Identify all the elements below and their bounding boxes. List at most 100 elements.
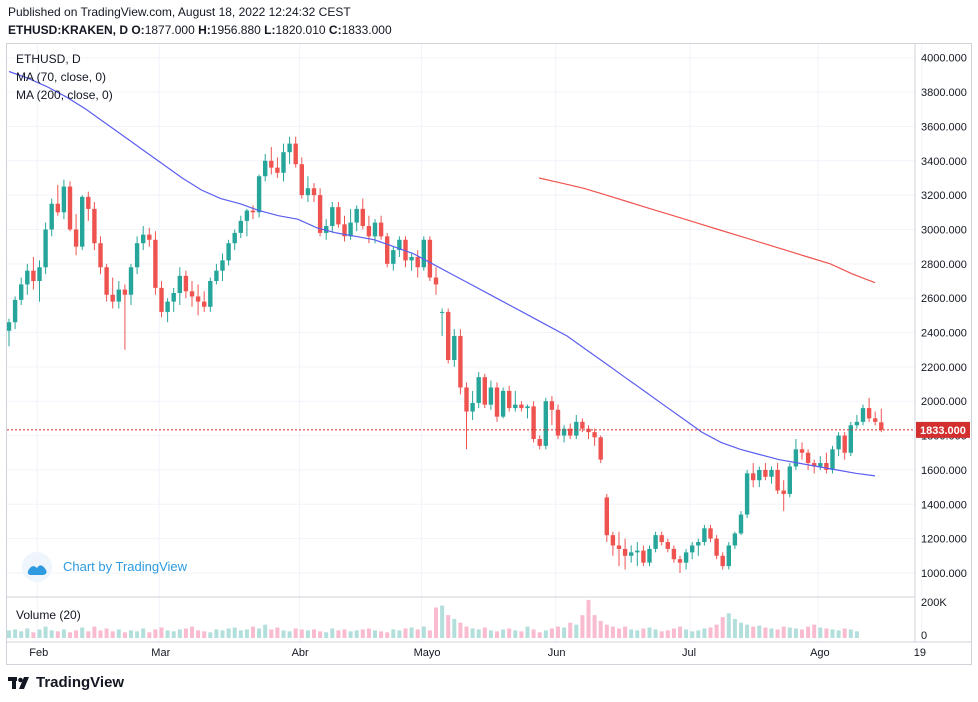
candle-body [49,203,54,230]
volume-bar [732,618,737,638]
legend-ma70[interactable]: MA (70, close, 0) [16,70,106,84]
candle-body [330,207,335,227]
candle-body [641,550,646,563]
volume-bar [848,629,853,638]
candle-body [507,390,512,409]
low-value: 1820.010 [275,23,326,37]
candle-body [629,552,634,556]
y-tick-label: 2000.000 [921,396,967,408]
candle-body [714,538,719,556]
volume-bar [519,631,524,638]
price-chart[interactable]: 1000.0001200.0001400.0001600.0001800.000… [6,44,971,664]
y-tick-label: 1600.000 [921,465,967,477]
volume-bar [610,626,615,638]
legend-ma200[interactable]: MA (200, close, 0) [16,88,113,102]
candle-body [80,196,85,247]
candle-body [824,463,829,470]
x-tick-label: Jun [548,647,566,659]
volume-bar [720,617,725,638]
candle-body [525,406,530,409]
candle-body [470,402,475,412]
volume-bar [208,632,213,638]
volume-bar [562,627,567,638]
candle-body [500,390,506,417]
volume-bar [421,626,426,638]
y-tick-label: 2600.000 [921,293,967,305]
volume-bar [269,629,274,638]
candle-body [165,301,170,312]
volume-bar [745,624,750,638]
candle-body [189,291,195,297]
footer-brand-text: TradingView [36,674,125,691]
volume-bar [403,628,408,638]
volume-bar [275,627,280,638]
candle-body [659,535,664,543]
volume-bar [446,615,451,638]
volume-bar [190,626,194,638]
candle-body [769,469,774,477]
volume-bar [580,615,585,638]
volume-bar [318,631,323,638]
candle-body [775,469,780,491]
candle-body [397,239,402,251]
candle-body [134,243,140,268]
volume-bar [641,628,646,638]
candle-body [202,301,207,307]
volume-bar [513,630,518,638]
watermark[interactable]: Chart by TradingView [22,552,188,582]
chart-frame[interactable]: 1000.0001200.0001400.0001600.0001800.000… [6,43,972,665]
volume-bar [659,631,664,638]
candle-body [25,270,30,285]
candle-body [385,236,390,264]
candle-body [275,167,280,173]
volume-bar [592,615,597,638]
volume-bar [696,630,701,638]
candle-body [378,222,384,237]
volume-bar [702,628,707,638]
y-tick-label: 1400.000 [921,499,967,511]
volume-bar [482,627,487,638]
candle-body [653,535,658,549]
volume-bar [13,629,18,638]
volume-bar [135,631,140,638]
candle-body [488,387,494,405]
candle-body [214,270,219,281]
candle-body [433,277,439,285]
volume-tick-label: 200K [921,597,947,609]
volume-bar [836,630,841,638]
candle-body [476,377,481,403]
candle-body [287,143,292,153]
tradingview-logo-icon [8,676,29,689]
volume-bar [171,631,176,638]
candle-body [73,229,79,247]
volume-bar [623,626,628,638]
volume-bar [391,629,396,638]
volume-bar [793,628,798,638]
candle-body [708,528,713,539]
volume-bar [726,613,731,638]
candle-body [580,421,585,429]
candle-body [183,275,189,292]
volume-bar [141,628,146,638]
candle-body [31,270,36,281]
candle-body [226,243,231,261]
candle-body [574,421,579,436]
candle-body [238,220,243,233]
candle-body [159,287,164,312]
candle-body [269,160,274,168]
candle-body [537,439,542,446]
volume-bar [104,628,109,638]
volume-bar [409,627,414,638]
y-tick-label: 4000.000 [921,53,967,65]
volume-tick-label: 0 [921,630,927,642]
footer-brand[interactable]: TradingView [8,674,124,691]
x-tick-label: 19 [914,647,926,659]
candle-body [543,401,548,446]
volume-label: Volume (20) [16,608,81,622]
candle-body [598,437,603,460]
candle-body [763,469,768,477]
volume-bar [342,629,347,638]
candle-body [531,406,536,439]
candle-body [61,186,67,213]
y-tick-label: 2200.000 [921,362,967,374]
